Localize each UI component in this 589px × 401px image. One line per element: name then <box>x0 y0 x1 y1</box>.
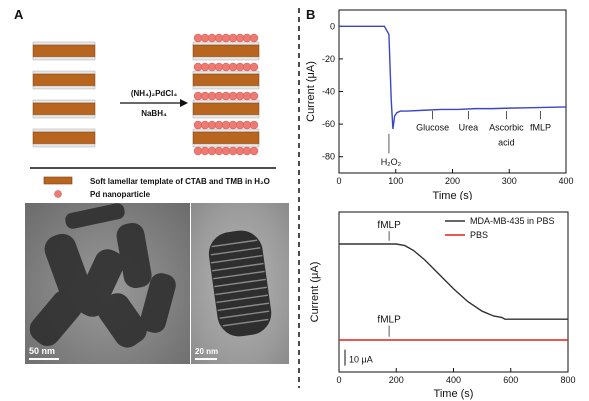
tem-right-particle <box>208 230 272 337</box>
reaction-arrowhead <box>180 99 188 107</box>
panel-a-label: A <box>14 7 24 22</box>
panel-divider <box>298 8 300 388</box>
chart-b-bottom: 0 200 400 600 800 Time (s) Current (μA) MDA-MB-… <box>309 211 576 400</box>
x-tick-label: 200 <box>389 375 404 385</box>
y-tick-label: -80 <box>322 152 335 162</box>
template-surface-bottom <box>32 143 96 148</box>
x-tick-label: 400 <box>446 375 461 385</box>
tem-image-left: 50 nm <box>25 203 190 364</box>
tem-right-scale-label: 20 nm <box>195 347 219 356</box>
pd-nanoparticle <box>249 91 259 101</box>
tem-left-scale-label: 50 nm <box>29 346 56 356</box>
x-tick-label: 200 <box>445 176 460 186</box>
x-tick-label: 100 <box>388 176 403 186</box>
scale-bar-label: 10 μA <box>349 354 373 364</box>
template-layer <box>32 44 96 58</box>
template-layer <box>32 102 96 116</box>
tem-left-particles <box>29 203 176 348</box>
template-stack-right <box>192 33 260 156</box>
legend-label: MDA-MB-435 in PBS <box>470 216 555 226</box>
plot-frame <box>338 9 567 174</box>
pd-nanoparticle <box>249 120 259 130</box>
chart-b-top: 0 100 200 300 400 0 -20 -40 -60 -80 Time (s) Curren… <box>305 9 574 200</box>
pd-nanoparticle <box>249 146 259 156</box>
y-tick-label: -60 <box>322 119 335 129</box>
legend-template-label: Soft lamellar template of CTAB and TMB i… <box>90 177 270 186</box>
template-surface-top <box>32 70 96 75</box>
legend-template-swatch <box>43 176 73 185</box>
reagent-bottom: NaBH₄ <box>141 109 167 118</box>
x-axis-label: Time (s) <box>433 190 473 200</box>
template-stack-left <box>32 41 96 148</box>
template-surface-top <box>32 128 96 133</box>
template-surface-top <box>32 41 96 46</box>
template-layer <box>192 73 260 87</box>
template-surface-top <box>192 99 260 104</box>
y-axis-label: Current (μA) <box>309 262 321 323</box>
annotation-label: acid <box>498 137 515 147</box>
x-tick-label: 300 <box>502 176 517 186</box>
x-axis-label: Time (s) <box>434 388 474 400</box>
x-tick-label: 0 <box>336 176 341 186</box>
tem-image-right: 20 nm <box>191 203 289 364</box>
annotation-label: fMLP <box>377 314 401 325</box>
annotation-label: Ascorbic <box>489 123 524 133</box>
template-surface-bottom <box>192 56 260 61</box>
template-layer <box>192 131 260 145</box>
pd-nanoparticle <box>249 62 259 72</box>
y-tick-label: -40 <box>322 87 335 97</box>
template-surface-bottom <box>192 114 260 119</box>
tem-left-scale-bar <box>29 358 59 360</box>
legend-label: PBS <box>470 230 488 240</box>
template-layer <box>32 131 96 145</box>
annotation-label: fMLP <box>377 220 401 231</box>
template-surface-top <box>192 41 260 46</box>
y-tick-label: -20 <box>322 54 335 64</box>
x-tick-label: 800 <box>560 375 575 385</box>
reagent-top: (NH₄)₂PdCl₄ <box>131 89 177 98</box>
x-tick-label: 600 <box>503 375 518 385</box>
panel-b-label: B <box>306 7 316 22</box>
pd-nanoparticle <box>249 33 259 43</box>
x-tick-label: 0 <box>336 375 341 385</box>
schematic: (NH₄)₂PdCl₄ NaBH₄ Soft lamellar template… <box>30 33 276 199</box>
template-surface-top <box>32 99 96 104</box>
plot-frame <box>338 211 569 373</box>
template-layer <box>192 102 260 116</box>
annotation-label: H₂O₂ <box>381 157 402 167</box>
annotation-label: Glucose <box>416 123 449 133</box>
template-surface-bottom <box>192 85 260 90</box>
y-tick-label: 0 <box>330 21 335 31</box>
template-surface-bottom <box>32 114 96 119</box>
template-surface-bottom <box>192 143 260 148</box>
template-layer <box>192 44 260 58</box>
annotation-label: fMLP <box>530 123 551 133</box>
series-line <box>339 243 568 320</box>
template-surface-bottom <box>32 56 96 61</box>
series-line <box>339 25 567 130</box>
template-layer <box>32 73 96 87</box>
legend-pd-label: Pd nanoparticle <box>90 190 151 199</box>
template-surface-top <box>192 128 260 133</box>
y-axis-label: Current (μA) <box>305 61 317 122</box>
template-surface-bottom <box>32 85 96 90</box>
legend-pd-swatch <box>54 190 62 198</box>
annotation-label: Urea <box>459 123 479 133</box>
x-tick-label: 400 <box>558 176 573 186</box>
template-surface-top <box>192 70 260 75</box>
tem-right-scale-bar <box>195 358 217 360</box>
